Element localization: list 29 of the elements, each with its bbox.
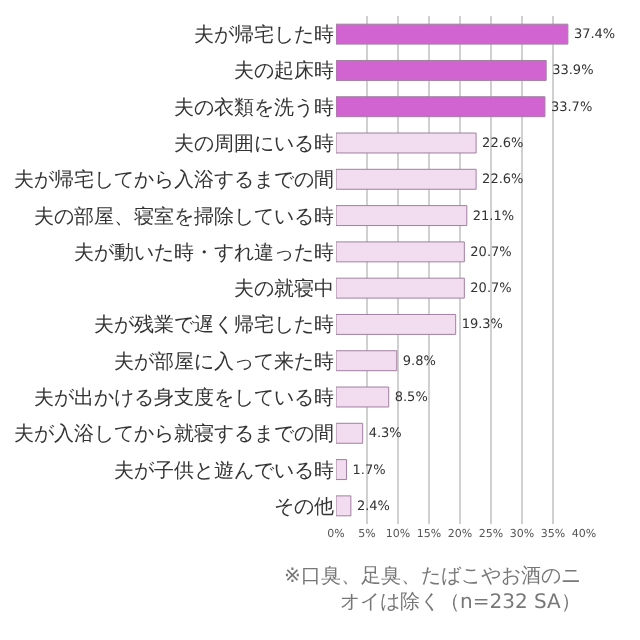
y-tick-label: 夫が部屋に入って来た時 <box>114 349 334 374</box>
y-tick-label: 夫が入浴してから就寝するまでの間 <box>14 422 334 447</box>
bar <box>336 205 468 227</box>
y-tick-label: 夫の起床時 <box>234 59 334 84</box>
y-tick-label: 夫の就寝中 <box>234 277 334 302</box>
bar <box>336 350 398 372</box>
bar <box>336 495 352 517</box>
y-tick-label: 夫の衣類を洗う時 <box>174 95 334 120</box>
y-tick-label: 夫が帰宅してから入浴するまでの間 <box>14 168 334 193</box>
bar <box>336 422 364 444</box>
bar <box>336 459 348 481</box>
text: ※口臭、足臭、たばこやお酒のニオイは除く（n=232 SA） <box>284 564 581 614</box>
bar <box>336 313 457 335</box>
bar <box>336 277 465 299</box>
bar <box>336 23 569 45</box>
y-tick-label: 夫の部屋、寝室を掃除している時 <box>34 204 334 229</box>
bar <box>336 386 390 408</box>
bar <box>336 96 546 118</box>
bar <box>336 241 465 263</box>
y-tick-label: 夫が帰宅した時 <box>194 23 334 48</box>
y-tick-label: 夫が残業で遅く帰宅した時 <box>94 313 334 338</box>
bar <box>336 132 477 154</box>
y-tick-label: 夫が子供と遊んでいる時 <box>114 458 334 483</box>
bar <box>336 168 477 190</box>
y-tick-label: 夫の周囲にいる時 <box>174 132 334 156</box>
y-tick-label: その他 <box>274 494 334 519</box>
y-tick-label: 夫が出かける身支度をしている時 <box>34 386 334 410</box>
y-tick-label: 夫が動いた時・すれ違った時 <box>74 240 334 265</box>
bar <box>336 59 547 81</box>
